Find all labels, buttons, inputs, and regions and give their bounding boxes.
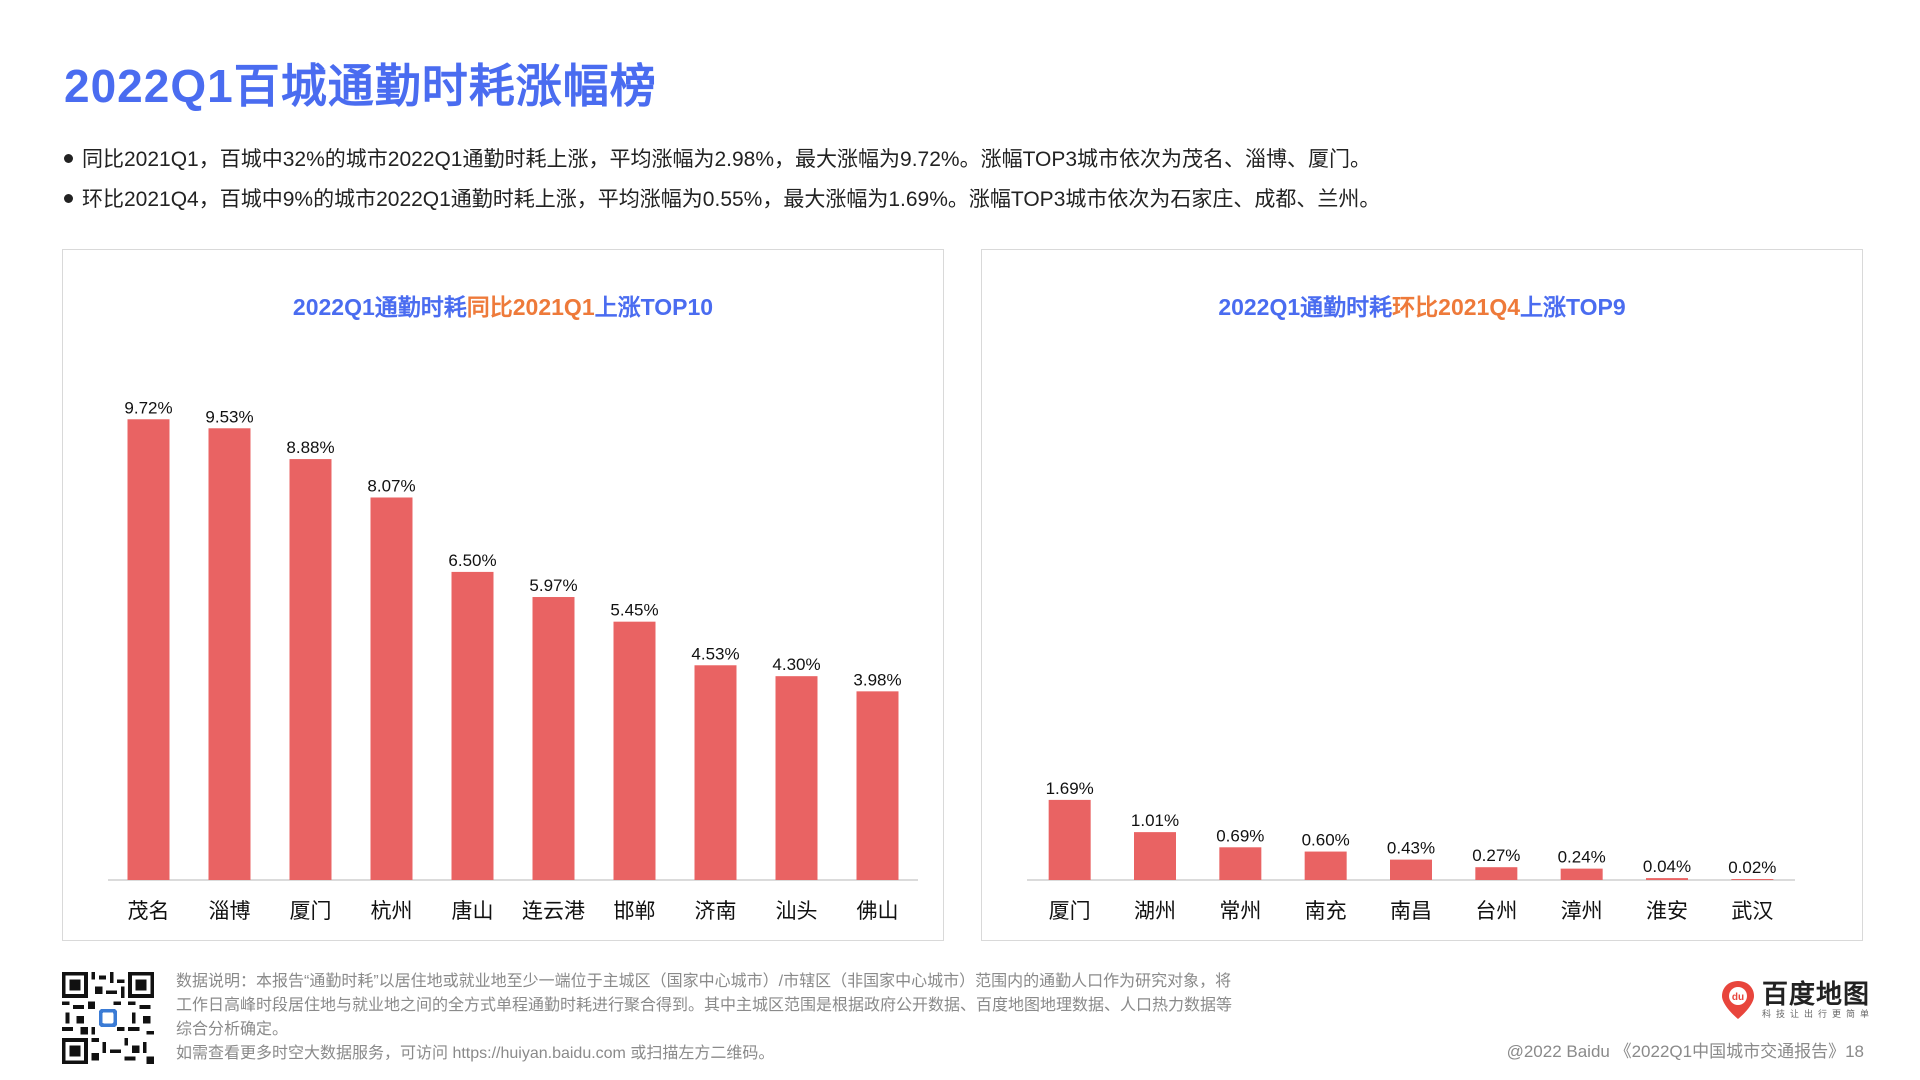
qoq-chart-panel: 2022Q1通勤时耗环比2021Q4上涨TOP9 1.69% 厦门 1.01% 湖州 0… xyxy=(981,249,1863,941)
logo-text: 百度地图 科技让出行更简单 xyxy=(1762,980,1874,1020)
logo-name: 百度地图 xyxy=(1762,979,1871,1009)
data-label: 1.01% xyxy=(1131,811,1179,830)
bullet-dot-icon xyxy=(64,193,73,203)
bar xyxy=(1219,847,1262,880)
category-label: 厦门 xyxy=(290,899,332,923)
qoq-bar-chart: 1.69% 厦门 1.01% 湖州 0.69% 常州 0.60% 南充 0.43% 南昌 0.27%… xyxy=(1027,779,1795,923)
category-label: 南充 xyxy=(1305,899,1347,923)
data-label: 9.72% xyxy=(124,398,172,417)
bar xyxy=(1048,799,1091,880)
category-label: 汕头 xyxy=(776,899,818,923)
data-label: 0.27% xyxy=(1472,846,1520,865)
category-label: 佛山 xyxy=(857,899,899,923)
category-label: 邯郸 xyxy=(614,899,656,923)
chart-title-part: 2022Q1通勤时耗 xyxy=(292,294,467,320)
summary-text: 同比2021Q1，百城中32%的城市2022Q1通勤时耗上涨，平均涨幅为2.98… xyxy=(82,148,1372,171)
bar xyxy=(208,428,251,880)
data-label: 0.04% xyxy=(1643,857,1691,876)
bar xyxy=(289,459,332,880)
bar xyxy=(1731,879,1774,880)
yoy-bar-chart: 9.72% 茂名 9.53% 淄博 8.88% 厦门 8.07% 杭州 6.50% 唐山 5.97%… xyxy=(108,398,918,923)
bar xyxy=(127,419,170,880)
category-label: 台州 xyxy=(1475,899,1517,923)
yoy-chart-panel: 2022Q1通勤时耗同比2021Q1上涨TOP10 9.72% 茂名 9.53% 淄博… xyxy=(62,249,944,941)
category-label: 淮安 xyxy=(1646,899,1688,923)
data-label: 0.02% xyxy=(1728,858,1776,877)
category-label: 南昌 xyxy=(1390,899,1432,923)
bar xyxy=(694,665,737,880)
data-label: 3.98% xyxy=(853,670,901,689)
category-label: 武汉 xyxy=(1731,899,1773,923)
data-label: 0.69% xyxy=(1216,826,1264,845)
category-label: 连云港 xyxy=(522,899,585,923)
map-pin-icon: du xyxy=(1722,981,1754,1019)
bar xyxy=(775,676,818,880)
category-label: 茂名 xyxy=(128,899,170,923)
chart-title-part: 上涨TOP10 xyxy=(594,294,714,320)
bar xyxy=(532,597,575,880)
bar xyxy=(1560,868,1603,880)
baidu-map-logo: du 百度地图 科技让出行更简单 xyxy=(1720,980,1874,1020)
data-label: 4.30% xyxy=(772,655,820,674)
chart-title-highlight: 环比2021Q4 xyxy=(1392,294,1521,320)
data-note: 数据说明：本报告“通勤时耗”以居住地或就业地至少一端位于主城区（国家中心城市）/… xyxy=(176,970,1346,1066)
data-label: 6.50% xyxy=(448,551,496,570)
summary-bullet-qoq: 环比2021Q4，百城中9%的城市2022Q1通勤时耗上涨，平均涨幅为0.55%… xyxy=(64,183,1380,213)
bar xyxy=(370,497,413,880)
chart-title-highlight: 同比2021Q1 xyxy=(466,294,595,320)
category-label: 湖州 xyxy=(1134,899,1176,923)
category-label: 唐山 xyxy=(452,899,494,923)
page-title: 2022Q1百城通勤时耗涨幅榜 xyxy=(64,60,657,112)
data-label: 5.45% xyxy=(610,601,658,620)
data-label: 0.24% xyxy=(1558,848,1606,867)
copyright-text: @2022 Baidu 《2022Q1中国城市交通报告》18 xyxy=(1506,1042,1864,1061)
bullet-dot-icon xyxy=(64,153,73,163)
data-label: 0.43% xyxy=(1387,839,1435,858)
bar xyxy=(1134,832,1176,880)
bar xyxy=(1475,867,1518,880)
data-label: 4.53% xyxy=(691,644,739,663)
summary-text: 环比2021Q4，百城中9%的城市2022Q1通勤时耗上涨，平均涨幅为0.55%… xyxy=(82,188,1381,211)
category-label: 淄博 xyxy=(209,899,251,923)
chart-title-part: 2022Q1通勤时耗 xyxy=(1218,294,1393,320)
qr-code-icon[interactable] xyxy=(62,972,154,1064)
note-line: 数据说明：本报告“通勤时耗”以居住地或就业地至少一端位于主城区（国家中心城市）/… xyxy=(176,973,1232,990)
data-label: 0.60% xyxy=(1302,831,1350,850)
data-label: 8.88% xyxy=(286,438,334,457)
category-label: 济南 xyxy=(695,899,737,923)
note-line: 如需查看更多时空大数据服务，可访问 https://huiyan.baidu.c… xyxy=(176,1045,775,1062)
bar xyxy=(1390,859,1432,880)
data-label: 9.53% xyxy=(205,407,253,426)
bar xyxy=(1646,878,1688,880)
chart-title-part: 上涨TOP9 xyxy=(1520,294,1626,320)
bar xyxy=(1304,851,1347,880)
data-label: 1.69% xyxy=(1046,779,1094,798)
chart-title: 2022Q1通勤时耗同比2021Q1上涨TOP10 xyxy=(63,288,943,322)
logo-tagline: 科技让出行更简单 xyxy=(1762,1009,1875,1019)
category-label: 漳州 xyxy=(1561,899,1603,923)
category-label: 常州 xyxy=(1219,899,1261,923)
note-line: 工作日高峰时段居住地与就业地之间的全方式单程通勤时耗进行聚合得到。其中主城区范围… xyxy=(176,997,1233,1014)
bar xyxy=(613,621,656,880)
summary-bullet-yoy: 同比2021Q1，百城中32%的城市2022Q1通勤时耗上涨，平均涨幅为2.98… xyxy=(64,143,1371,173)
chart-title: 2022Q1通勤时耗环比2021Q4上涨TOP9 xyxy=(982,288,1862,322)
bar xyxy=(451,571,494,880)
bar xyxy=(856,691,899,880)
data-label: 5.97% xyxy=(529,576,577,595)
category-label: 杭州 xyxy=(371,899,413,923)
category-label: 厦门 xyxy=(1049,899,1091,923)
logo-badge: du xyxy=(1732,992,1744,1003)
note-line: 综合分析确定。 xyxy=(176,1021,289,1038)
data-label: 8.07% xyxy=(367,476,415,495)
